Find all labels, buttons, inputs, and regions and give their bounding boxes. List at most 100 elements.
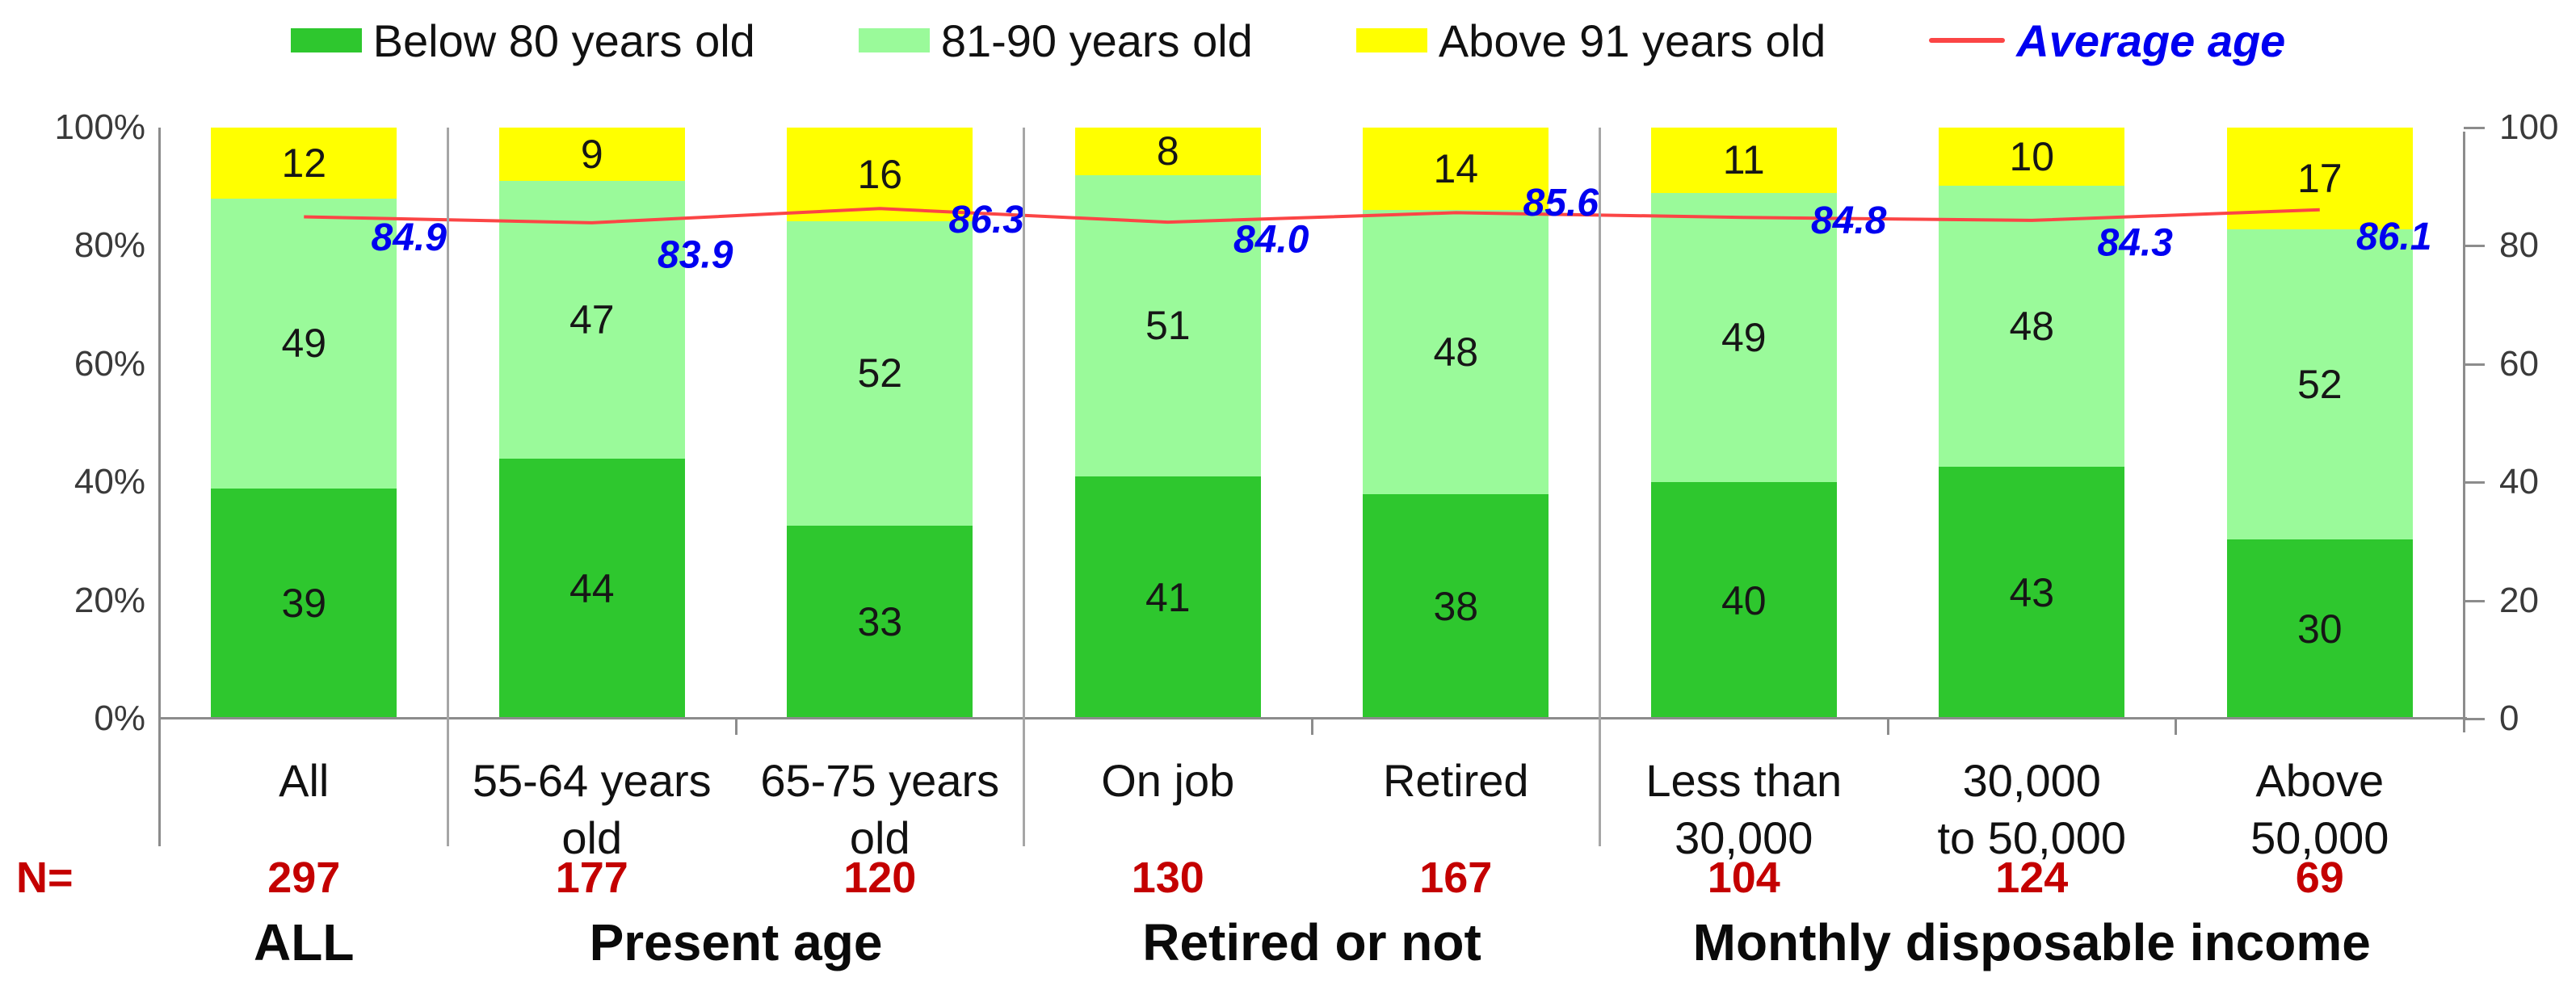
bar-segment-value-label: 14 xyxy=(1433,146,1479,192)
legend-swatch xyxy=(290,28,362,52)
bar-segment: 51 xyxy=(1074,174,1261,476)
left-axis-tick-label: 100% xyxy=(54,107,145,147)
category-label: 30,000 to 50,000 xyxy=(1937,755,2127,863)
bar-slot: 9 47 44 xyxy=(448,128,737,719)
stacked-bar: 17 52 30 xyxy=(2226,128,2413,719)
bar-segment-value-label: 40 xyxy=(1721,577,1767,623)
category-axis-tick xyxy=(1886,719,1889,735)
right-axis-tick-mark xyxy=(2464,363,2485,366)
bar-segment-value-label: 8 xyxy=(1156,128,1179,174)
stacked-bar: 10 48 43 xyxy=(1939,128,2125,719)
category-axis-tick xyxy=(734,719,738,735)
right-axis-tick-label: 80 xyxy=(2499,225,2539,266)
left-axis-tick-label: 60% xyxy=(74,343,145,384)
legend-label: Above 91 years old xyxy=(1438,15,1826,66)
right-axis-tick-label: 0 xyxy=(2499,698,2519,738)
bar-segment-value-label: 43 xyxy=(2009,570,2055,616)
bar-segment-value-label: 17 xyxy=(2297,155,2343,201)
bar-slot: 10 48 43 xyxy=(1888,128,2176,719)
bar-segment: 40 xyxy=(1650,482,1837,719)
category-label: On job xyxy=(1101,755,1235,806)
legend-item-average-age: Average age xyxy=(1929,15,2285,67)
bar-segment-value-label: 33 xyxy=(857,599,903,645)
bar-slot: 12 49 39 xyxy=(160,128,448,719)
right-axis-tick-mark xyxy=(2464,599,2485,602)
bar-segment: 43 xyxy=(1939,467,2125,719)
legend-swatch xyxy=(1355,28,1427,52)
n-value: 297 xyxy=(267,854,341,902)
right-axis-tick-label: 60 xyxy=(2499,343,2539,384)
bar-segment: 10 xyxy=(1939,128,2125,187)
bar-segment-value-label: 51 xyxy=(1145,303,1191,349)
bar-segment: 49 xyxy=(211,198,397,489)
bar-segment: 14 xyxy=(1363,128,1549,211)
n-value: 104 xyxy=(1707,854,1780,902)
right-axis-tick-mark xyxy=(2464,481,2485,485)
bar-segment-value-label: 38 xyxy=(1433,583,1479,629)
bar-segment: 41 xyxy=(1074,476,1261,719)
category-label: All xyxy=(279,755,330,806)
n-value: 69 xyxy=(2295,854,2344,902)
group-separator-line xyxy=(1023,128,1025,846)
group-label: ALL xyxy=(254,913,355,971)
n-value: 167 xyxy=(1419,854,1493,902)
category-label: 55-64 years old xyxy=(472,755,712,863)
stacked-bar: 9 47 44 xyxy=(498,128,685,719)
bar-segment: 48 xyxy=(1363,210,1549,494)
group-separator-line xyxy=(1599,128,1601,846)
right-axis-tick-mark xyxy=(2464,718,2485,720)
category-label: Retired xyxy=(1382,755,1529,806)
bar-segment: 38 xyxy=(1363,493,1549,719)
bar-segment-value-label: 44 xyxy=(569,565,615,611)
category-axis-tick xyxy=(1310,719,1313,735)
category-label: Less than 30,000 xyxy=(1645,755,1843,863)
left-axis-tick-label: 20% xyxy=(74,580,145,620)
legend-item: 81-90 years old xyxy=(858,15,1253,67)
stacked-bar: 14 48 38 xyxy=(1363,128,1549,719)
left-axis-line xyxy=(158,128,161,846)
n-value: 124 xyxy=(1995,854,2069,902)
n-value: 177 xyxy=(555,854,628,902)
bar-segment: 30 xyxy=(2226,539,2413,719)
bar-segment-value-label: 49 xyxy=(1721,314,1767,360)
bar-segment: 52 xyxy=(787,220,973,526)
legend-label: Below 80 years old xyxy=(372,15,755,66)
plot-area: 12 49 39 9 47 44 16 52 33 8 51 41 14 48 38 11 49 40 10 48 43… xyxy=(160,128,2464,719)
category-axis-tick xyxy=(2175,719,2177,735)
legend-line-swatch xyxy=(1929,38,2006,43)
stacked-bar: 12 49 39 xyxy=(211,128,397,719)
bar-segment: 17 xyxy=(2226,128,2413,229)
right-axis-tick-label: 40 xyxy=(2499,462,2539,502)
bar-segment: 52 xyxy=(2226,229,2413,540)
group-separator-line xyxy=(447,128,449,846)
stacked-bar: 16 52 33 xyxy=(787,128,973,719)
right-axis-tick-label: 100 xyxy=(2499,107,2559,147)
bar-segment-value-label: 30 xyxy=(2297,606,2343,652)
stacked-bar: 11 49 40 xyxy=(1650,128,1837,719)
bar-slot: 14 48 38 xyxy=(1312,128,1600,719)
bar-slot: 17 52 30 xyxy=(2176,128,2465,719)
legend-item: Below 80 years old xyxy=(290,15,755,67)
bars-container: 12 49 39 9 47 44 16 52 33 8 51 41 14 48 38 11 49 40 10 48 43… xyxy=(160,128,2464,719)
bar-segment-value-label: 49 xyxy=(281,321,327,367)
bar-slot: 16 52 33 xyxy=(736,128,1024,719)
right-axis-line xyxy=(2463,132,2465,732)
bar-segment: 8 xyxy=(1074,128,1261,175)
bar-segment: 49 xyxy=(1650,192,1837,483)
bar-segment: 9 xyxy=(498,128,685,181)
bar-segment-value-label: 16 xyxy=(857,151,903,197)
bar-slot: 8 51 41 xyxy=(1024,128,1313,719)
bar-segment-value-label: 12 xyxy=(281,140,327,186)
group-label: Present age xyxy=(589,913,883,971)
bar-segment: 16 xyxy=(787,128,973,221)
baseline xyxy=(158,717,2467,719)
bar-segment-value-label: 47 xyxy=(569,296,615,342)
bar-segment: 11 xyxy=(1650,128,1837,193)
group-label: Monthly disposable income xyxy=(1692,913,2371,971)
category-label: Above 50,000 xyxy=(2250,755,2389,863)
legend: Below 80 years old 81-90 years old Above 9… xyxy=(0,10,2576,71)
stacked-bar: 8 51 41 xyxy=(1074,128,1261,719)
group-label: Retired or not xyxy=(1142,913,1481,971)
legend-swatch xyxy=(858,28,930,52)
